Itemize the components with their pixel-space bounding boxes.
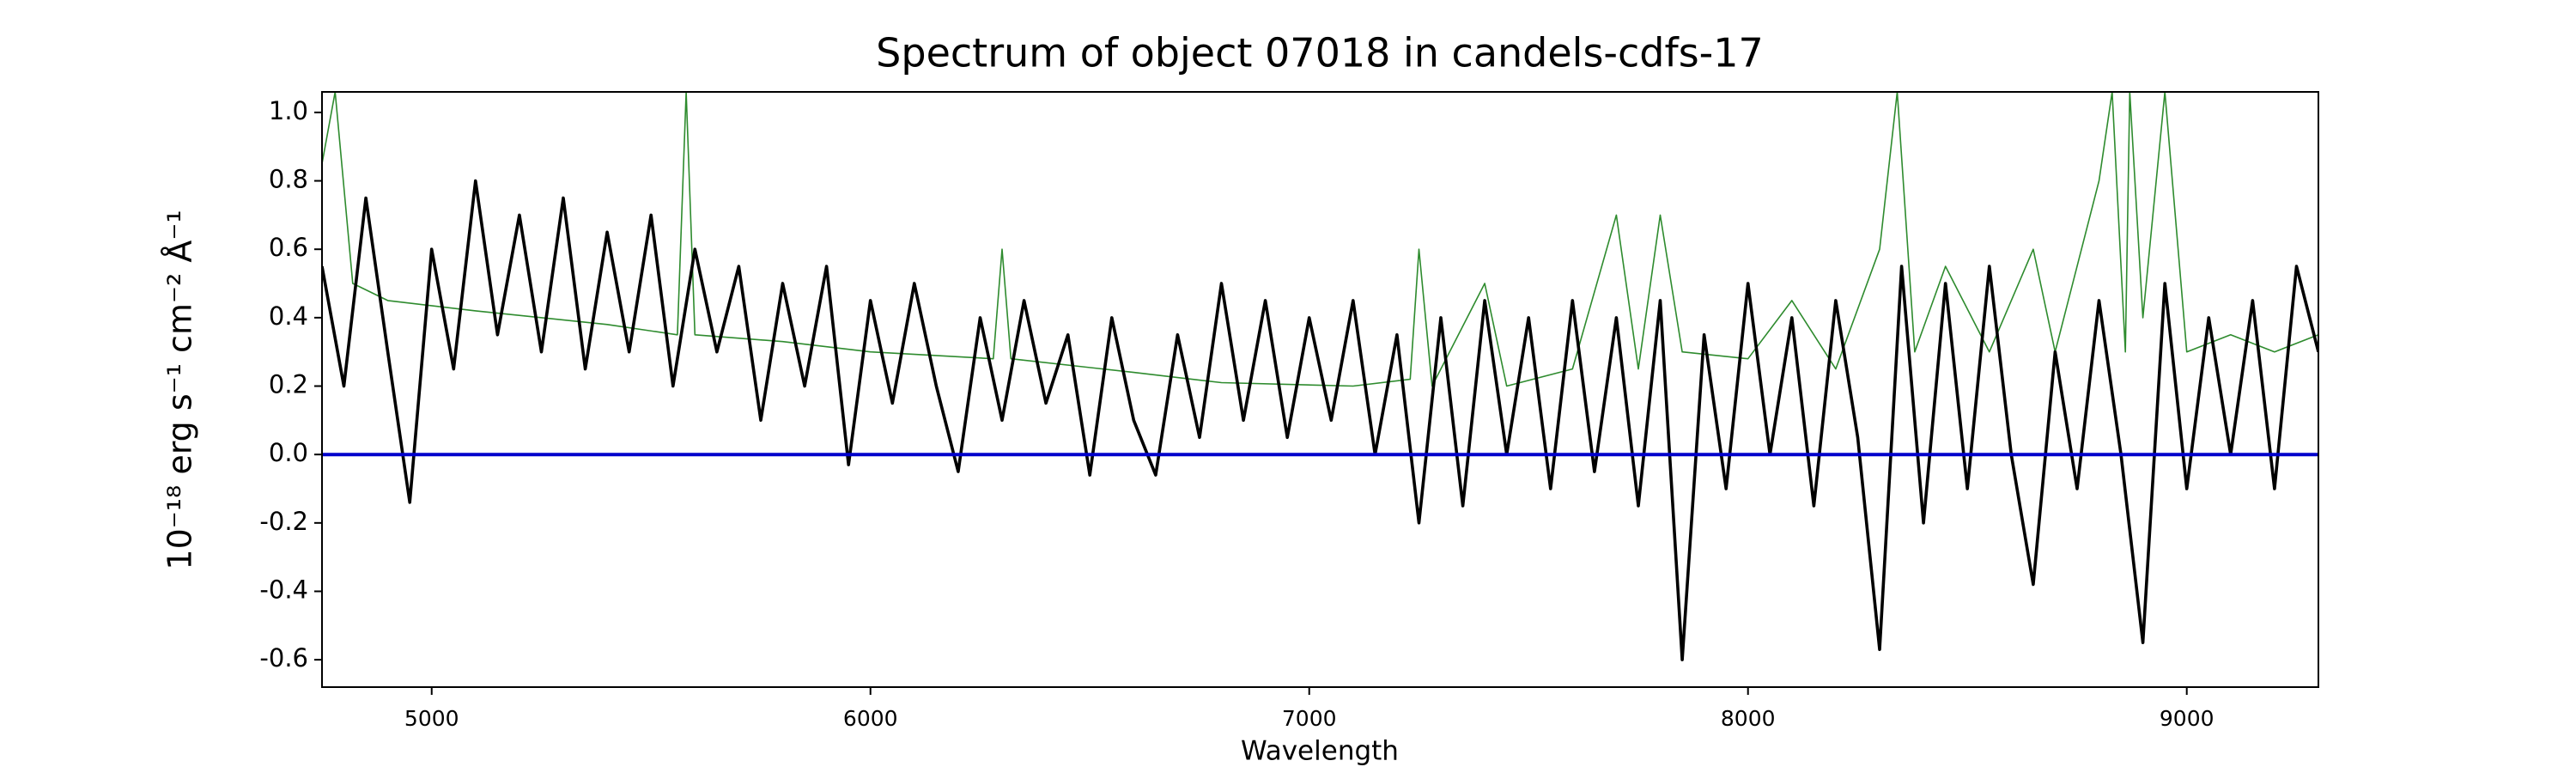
y-tick-label: 0.4 [269, 301, 308, 331]
x-tick-label: 5000 [404, 706, 459, 731]
y-tick-label: 1.0 [269, 96, 308, 125]
x-axis-label: Wavelength [1241, 736, 1399, 767]
spectrum-line [322, 179, 2318, 661]
x-tick-label: 8000 [1721, 706, 1776, 731]
chart-title: Spectrum of object 07018 in candels-cdfs… [876, 30, 1764, 76]
y-tick-label: 0.0 [269, 438, 308, 467]
y-tick-label: -0.6 [259, 643, 308, 673]
y-tick-label: 0.2 [269, 370, 308, 399]
x-tick-label: 7000 [1282, 706, 1337, 731]
x-tick-label: 9000 [2160, 706, 2215, 731]
y-tick-label: -0.2 [259, 507, 308, 536]
y-tick-label: 0.8 [269, 165, 308, 194]
x-tick-label: 6000 [843, 706, 898, 731]
y-axis-label: 10⁻¹⁸ erg s⁻¹ cm⁻² Å⁻¹ [161, 210, 199, 569]
spectrum-line [322, 92, 2318, 387]
y-tick-label: 0.6 [269, 233, 308, 262]
y-tick-label: -0.4 [259, 575, 308, 604]
plot-frame [321, 91, 2319, 688]
